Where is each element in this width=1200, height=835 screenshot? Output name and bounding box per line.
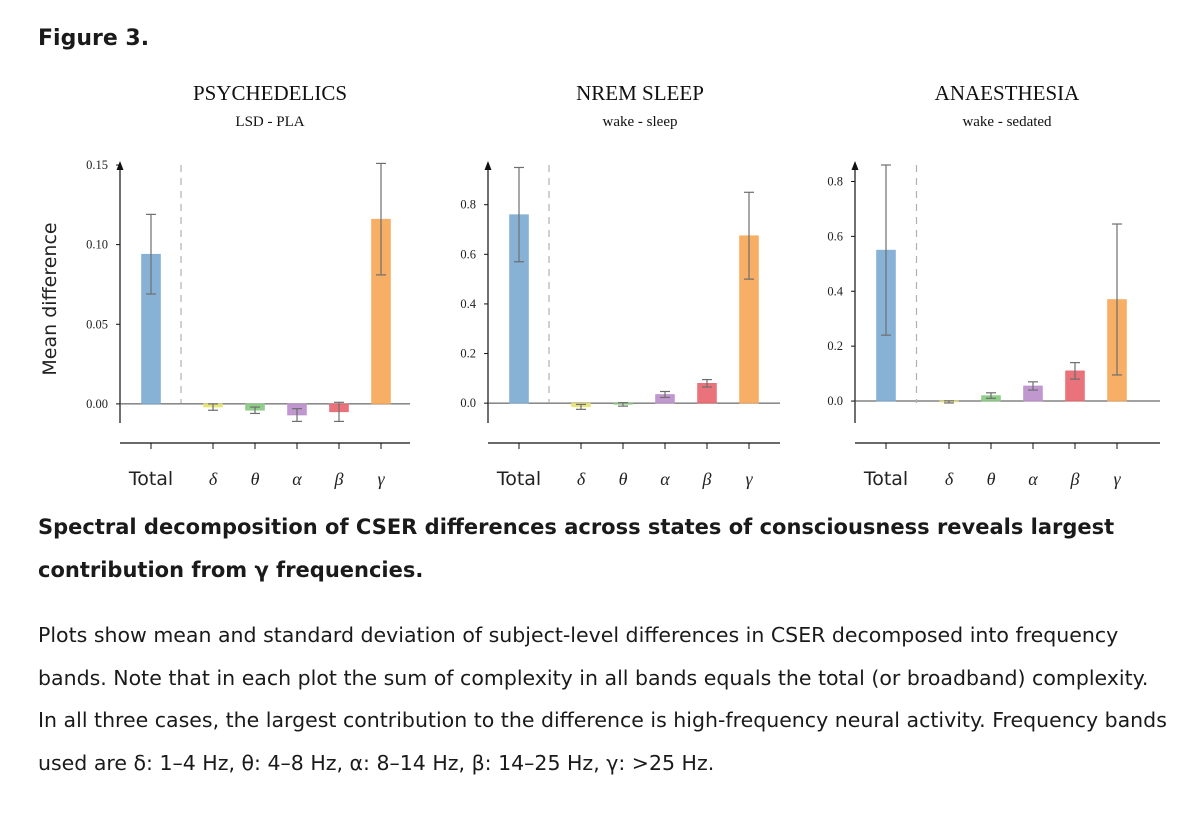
figure-charts: PSYCHEDELICS LSD - PLA 0.00 0.05 0.10 0.15 Mea… [0, 70, 1200, 510]
x-tick-label: θ [251, 469, 260, 489]
y-tick-label: 0.05 [86, 317, 108, 331]
x-tick-label: α [1028, 469, 1038, 489]
y-axis-label: Mean difference [39, 222, 61, 375]
x-tick-label: γ [377, 469, 385, 489]
y-tick-label: 0.4 [827, 284, 843, 298]
x-tick-label: β [334, 469, 344, 489]
y-tick-label: 0.0 [827, 394, 843, 408]
caption-title: Spectral decomposition of CSER differenc… [38, 515, 1115, 582]
x-tick-label: Total [128, 468, 173, 490]
y-axis-arrow [484, 161, 492, 170]
x-tick-label: θ [987, 469, 996, 489]
x-tick-label: θ [619, 469, 628, 489]
x-tick-label: γ [745, 469, 753, 489]
y-tick-label: 0.6 [827, 229, 843, 243]
x-tick-label: δ [577, 469, 586, 489]
figure-label: Figure 3. [38, 26, 150, 51]
y-tick-label: 0.2 [460, 347, 476, 361]
chart-title: NREM SLEEP [576, 81, 704, 105]
x-tick-label: δ [209, 469, 218, 489]
x-tick-label: δ [945, 469, 954, 489]
y-tick-label: 0.0 [460, 396, 476, 410]
x-tick-label: β [1070, 469, 1080, 489]
chart-title: ANAESTHESIA [935, 81, 1080, 105]
x-tick-label: β [702, 469, 712, 489]
y-tick-label: 0.8 [460, 198, 476, 212]
y-tick-label: 0.8 [827, 174, 843, 188]
caption-body: Plots show mean and standard deviation o… [38, 623, 1167, 775]
x-tick-label: Total [496, 468, 541, 490]
chart-subtitle: wake - sleep [603, 114, 678, 130]
y-tick-label: 0.10 [86, 238, 108, 252]
y-tick-label: 0.4 [460, 297, 476, 311]
y-axis-arrow [851, 161, 859, 170]
x-tick-label: Total [863, 468, 908, 490]
y-tick-label: 0.2 [827, 339, 843, 353]
chart-panel-3: ANAESTHESIA wake - sedated 0.0 0.2 0.4 0.6 0.8… [827, 81, 1160, 490]
y-tick-label: 0.15 [86, 158, 108, 172]
chart-subtitle: LSD - PLA [235, 114, 304, 130]
chart-subtitle: wake - sedated [962, 114, 1052, 130]
y-tick-label: 0.00 [86, 397, 108, 411]
chart-panel-2: NREM SLEEP wake - sleep 0.0 0.2 0.4 0.6 0.8 Tot… [460, 81, 780, 490]
chart-panel-1: PSYCHEDELICS LSD - PLA 0.00 0.05 0.10 0.15 Mea… [39, 81, 410, 490]
chart-title: PSYCHEDELICS [193, 81, 347, 105]
x-tick-label: α [292, 469, 302, 489]
x-tick-label: α [660, 469, 670, 489]
x-tick-label: γ [1113, 469, 1121, 489]
y-tick-label: 0.6 [460, 247, 476, 261]
